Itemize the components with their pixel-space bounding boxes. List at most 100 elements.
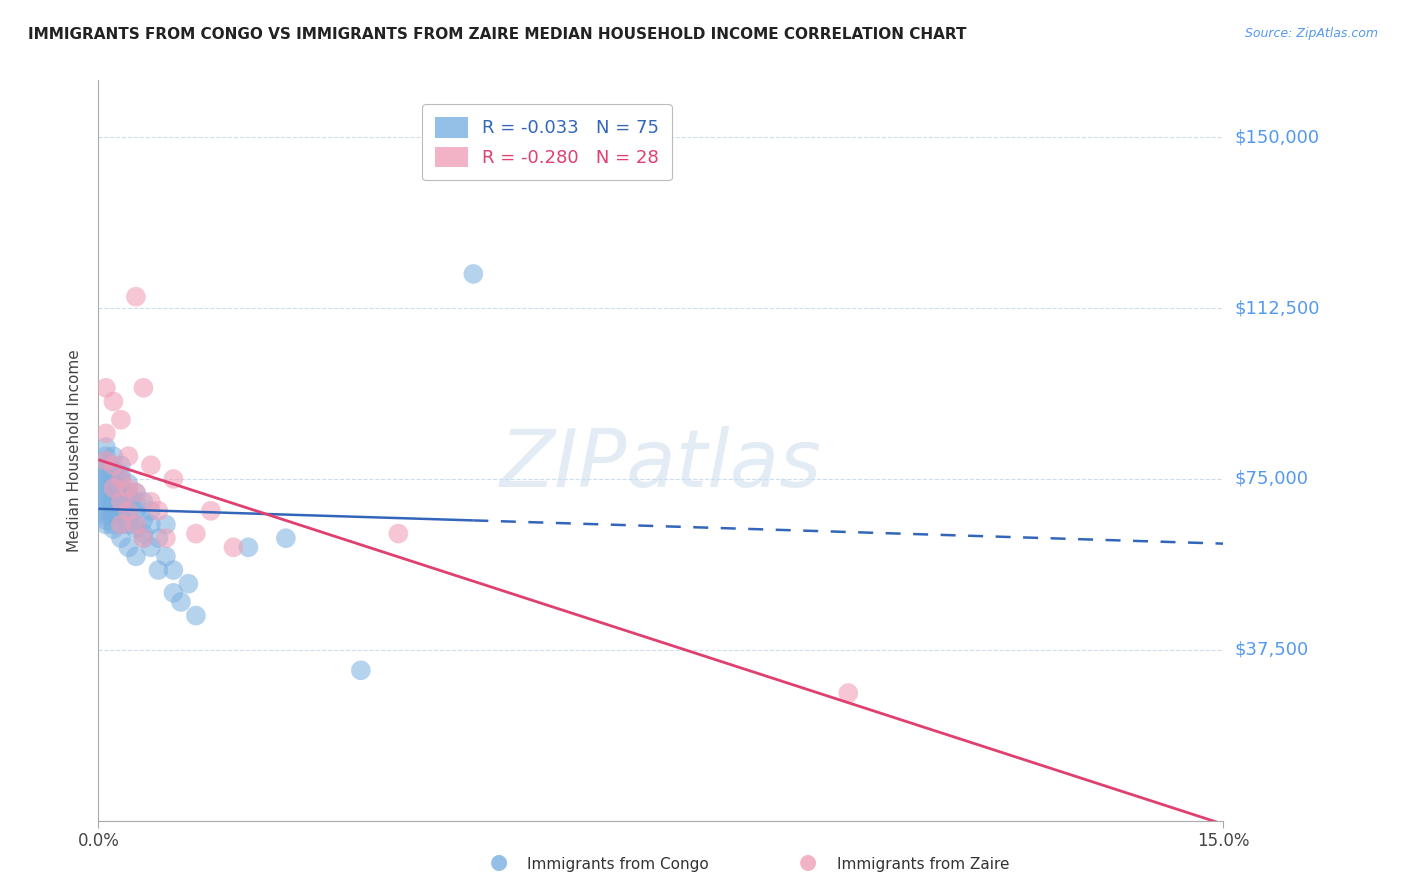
Point [387, 526, 409, 541]
Text: $150,000: $150,000 [1234, 128, 1319, 146]
Point [148, 504, 170, 518]
Point [94, 426, 117, 441]
Point [200, 504, 222, 518]
Point [177, 576, 200, 591]
Point [139, 494, 162, 508]
Point [94, 463, 117, 477]
Point [94, 472, 117, 486]
Point [103, 508, 125, 523]
Point [132, 526, 155, 541]
Point [132, 531, 155, 545]
Point [94, 494, 117, 508]
Point [148, 563, 170, 577]
Point [117, 449, 139, 463]
Point [94, 467, 117, 482]
Point [110, 494, 132, 508]
Point [110, 504, 132, 518]
Point [117, 517, 139, 532]
Point [463, 267, 485, 281]
Point [94, 500, 117, 514]
Point [103, 504, 125, 518]
Legend: R = -0.033   N = 75, R = -0.280   N = 28: R = -0.033 N = 75, R = -0.280 N = 28 [422, 104, 672, 180]
Point [103, 458, 125, 473]
Y-axis label: Median Household Income: Median Household Income [67, 349, 83, 552]
Point [103, 522, 125, 536]
Point [222, 541, 245, 555]
Point [132, 513, 155, 527]
Text: Immigrants from Congo: Immigrants from Congo [527, 857, 709, 872]
Point [155, 517, 177, 532]
Text: $37,500: $37,500 [1234, 640, 1309, 659]
Point [110, 494, 132, 508]
Point [103, 485, 125, 500]
Text: ZIPatlas: ZIPatlas [499, 426, 823, 504]
Point [117, 513, 139, 527]
Point [117, 504, 139, 518]
Point [125, 517, 148, 532]
Text: IMMIGRANTS FROM CONGO VS IMMIGRANTS FROM ZAIRE MEDIAN HOUSEHOLD INCOME CORRELATI: IMMIGRANTS FROM CONGO VS IMMIGRANTS FROM… [28, 27, 966, 42]
Point [125, 290, 148, 304]
Point [103, 481, 125, 495]
Point [132, 494, 155, 508]
Point [125, 494, 148, 508]
Point [103, 476, 125, 491]
Point [117, 485, 139, 500]
Text: Source: ZipAtlas.com: Source: ZipAtlas.com [1244, 27, 1378, 40]
Point [103, 394, 125, 409]
Point [117, 541, 139, 555]
Point [103, 463, 125, 477]
Text: Immigrants from Zaire: Immigrants from Zaire [837, 857, 1010, 872]
Point [110, 472, 132, 486]
Point [94, 481, 117, 495]
Point [125, 522, 148, 536]
Point [94, 381, 117, 395]
Point [103, 467, 125, 482]
Point [94, 453, 117, 467]
Point [94, 517, 117, 532]
Point [94, 508, 117, 523]
Point [162, 563, 184, 577]
Point [94, 453, 117, 467]
Point [110, 531, 132, 545]
Point [94, 476, 117, 491]
Point [125, 517, 148, 532]
Point [238, 541, 260, 555]
Point [110, 500, 132, 514]
Point [94, 513, 117, 527]
Point [139, 517, 162, 532]
Point [117, 476, 139, 491]
Point [139, 458, 162, 473]
Point [94, 440, 117, 454]
Point [103, 490, 125, 504]
Point [117, 490, 139, 504]
Point [94, 485, 117, 500]
Point [139, 541, 162, 555]
Point [110, 517, 132, 532]
Point [132, 381, 155, 395]
Point [94, 458, 117, 473]
Point [125, 549, 148, 564]
Point [125, 485, 148, 500]
Point [94, 490, 117, 504]
Point [94, 449, 117, 463]
Point [117, 481, 139, 495]
Point [110, 413, 132, 427]
Point [110, 467, 132, 482]
Point [162, 586, 184, 600]
Point [110, 472, 132, 486]
Point [274, 531, 297, 545]
Text: $75,000: $75,000 [1234, 470, 1309, 488]
Point [103, 472, 125, 486]
Point [110, 458, 132, 473]
Point [170, 595, 193, 609]
Point [184, 608, 207, 623]
Point [125, 485, 148, 500]
Point [350, 663, 373, 677]
Point [110, 517, 132, 532]
Point [139, 504, 162, 518]
Text: ●: ● [491, 853, 508, 872]
Point [103, 517, 125, 532]
Point [155, 531, 177, 545]
Point [132, 531, 155, 545]
Text: ●: ● [800, 853, 817, 872]
